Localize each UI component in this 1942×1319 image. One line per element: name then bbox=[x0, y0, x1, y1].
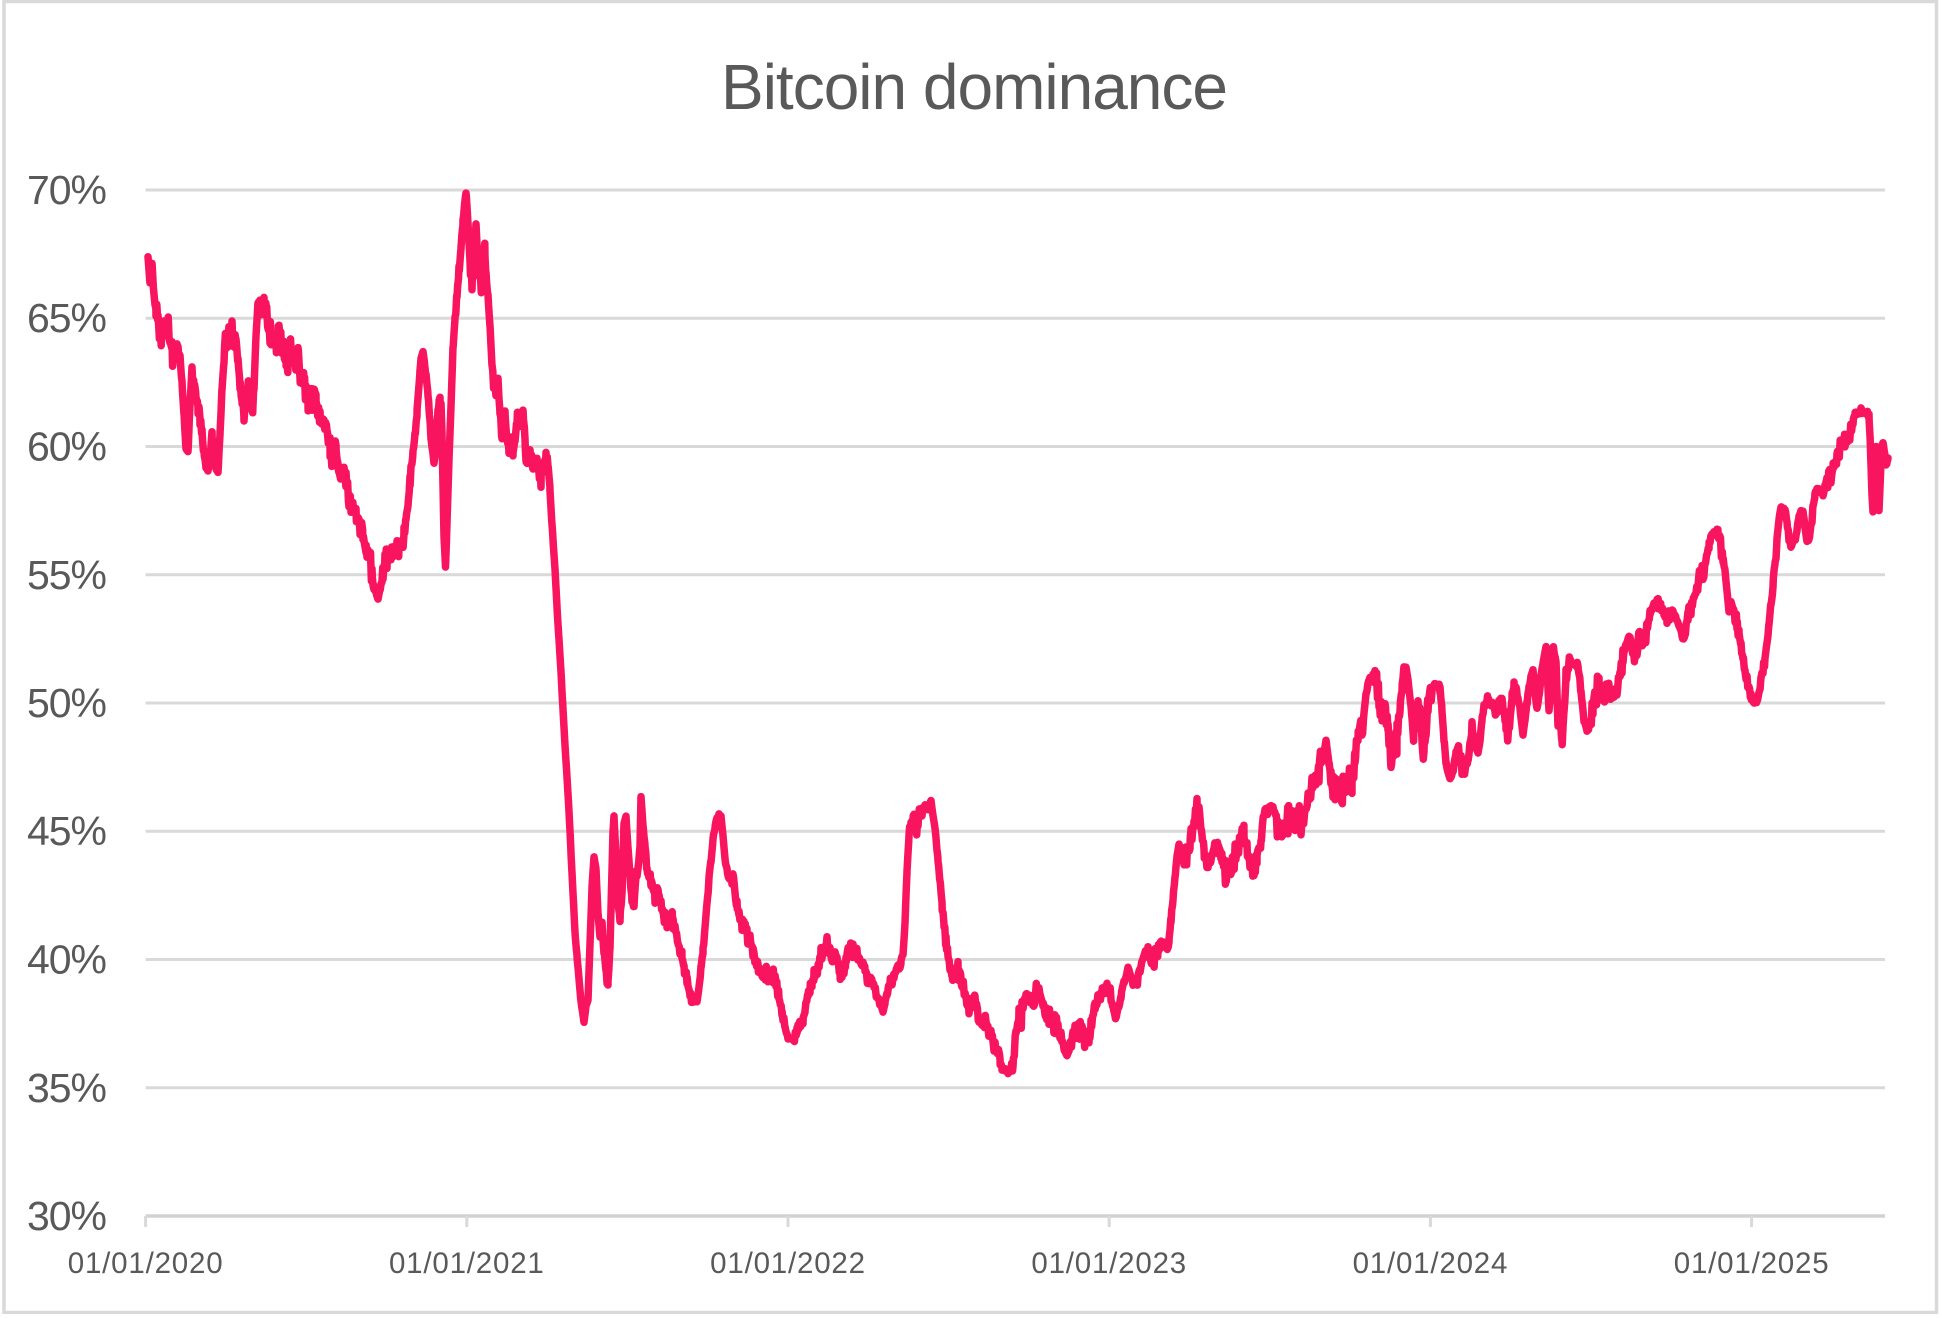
svg-text:45%: 45% bbox=[27, 808, 106, 854]
svg-text:35%: 35% bbox=[27, 1065, 106, 1111]
svg-text:55%: 55% bbox=[27, 552, 106, 598]
svg-text:40%: 40% bbox=[27, 937, 106, 983]
svg-text:60%: 60% bbox=[27, 424, 106, 470]
svg-text:01/01/2024: 01/01/2024 bbox=[1353, 1247, 1509, 1280]
svg-text:01/01/2022: 01/01/2022 bbox=[710, 1247, 866, 1280]
svg-text:01/01/2021: 01/01/2021 bbox=[389, 1247, 545, 1280]
svg-text:30%: 30% bbox=[27, 1193, 106, 1239]
svg-text:01/01/2025: 01/01/2025 bbox=[1674, 1247, 1830, 1280]
svg-text:01/01/2020: 01/01/2020 bbox=[68, 1247, 224, 1280]
svg-text:70%: 70% bbox=[27, 167, 106, 213]
svg-text:65%: 65% bbox=[27, 295, 106, 341]
svg-text:Bitcoin dominance: Bitcoin dominance bbox=[721, 51, 1227, 123]
svg-text:50%: 50% bbox=[27, 680, 106, 726]
svg-text:01/01/2023: 01/01/2023 bbox=[1031, 1247, 1187, 1280]
